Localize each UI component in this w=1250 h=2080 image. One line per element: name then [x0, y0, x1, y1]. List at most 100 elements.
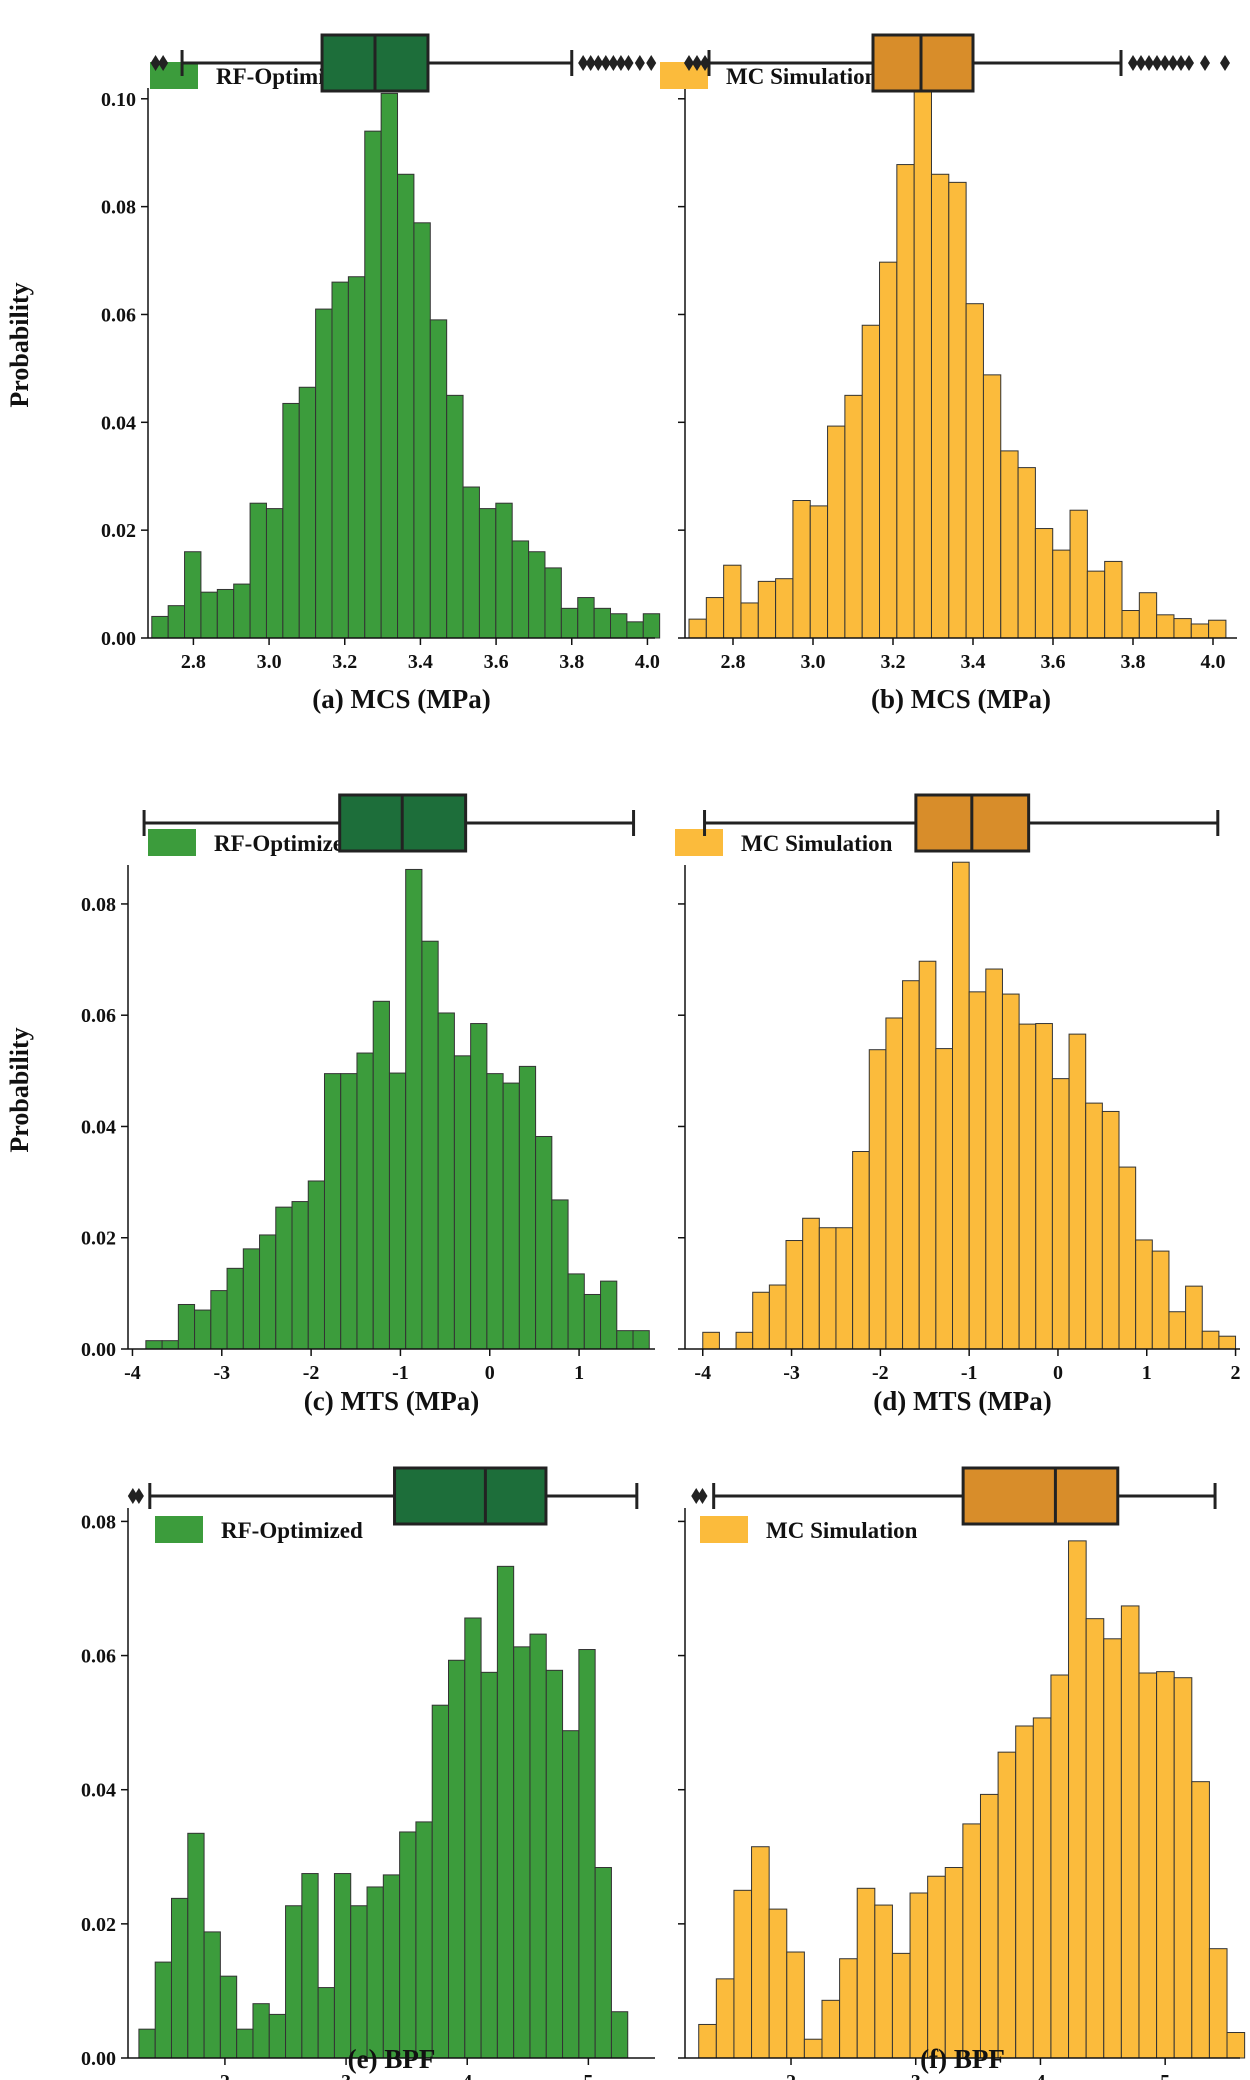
histogram-bar	[315, 308, 333, 639]
panel-b: 2.8 3.0 3.2 3.4 3.6 3.8 4.0 MC Simulation (b) MC…	[660, 33, 1237, 714]
x-tick-label: 3.2	[881, 651, 906, 673]
histogram-bar	[1185, 1285, 1203, 1350]
histogram-bar	[437, 1012, 455, 1350]
histogram-bar	[495, 502, 513, 639]
histogram-bar	[154, 1961, 172, 2059]
outlier-marker	[600, 55, 611, 71]
histogram-bar	[1191, 1781, 1210, 2059]
histogram-bar	[1086, 570, 1106, 639]
histogram-bar	[331, 281, 349, 639]
histogram-bar	[1068, 1540, 1087, 2059]
y-tick-label: 0.04	[81, 1116, 116, 1138]
histogram-bar	[421, 940, 439, 1350]
histogram-bar	[891, 1952, 911, 2059]
histogram-bar	[752, 1291, 770, 1350]
histogram-bar	[545, 1669, 564, 2059]
x-tick-label: 3.0	[257, 651, 282, 673]
histogram-bar	[909, 1892, 929, 2059]
box-plot	[684, 33, 1230, 93]
x-tick-label: -2	[303, 1362, 320, 1384]
histogram-bar	[268, 2013, 287, 2059]
histogram-bar	[216, 588, 235, 639]
histogram-bar	[1173, 1677, 1193, 2059]
histogram-bar	[583, 1293, 602, 1350]
outlier-marker	[634, 55, 645, 71]
y-tick-label: 0.08	[81, 1511, 116, 1533]
histogram-bar	[275, 1206, 293, 1350]
outlier-marker	[697, 1488, 708, 1504]
y-tick-label: 0.06	[81, 1005, 116, 1027]
x-tick-label: 3.4	[408, 651, 433, 673]
histogram-bar	[1018, 1023, 1037, 1350]
box-iqr	[871, 33, 975, 93]
outlier-marker	[700, 55, 710, 71]
histogram-bar	[809, 505, 829, 639]
x-tick-label: -2	[872, 1362, 889, 1384]
x-tick-label: 3.4	[961, 651, 986, 673]
histogram-bar	[1118, 1166, 1137, 1350]
x-tick-label: 3.2	[332, 651, 357, 673]
histogram-bar	[291, 1201, 309, 1350]
y-tick-label: 0.10	[101, 89, 136, 111]
outlier-marker	[1128, 55, 1138, 71]
histogram-bar	[632, 1330, 650, 1350]
histogram-bar	[356, 1052, 374, 1350]
histogram-bar	[226, 1267, 244, 1350]
x-tick-label: 3.8	[559, 651, 584, 673]
histogram-bar	[715, 1978, 735, 2059]
x-tick-label: 3.6	[1041, 651, 1066, 673]
x-tick-label: 3	[341, 2071, 351, 2080]
x-tick-label: 2	[786, 2071, 796, 2080]
y-tick-label: 0.00	[101, 628, 136, 650]
histogram-bar	[480, 1671, 498, 2059]
histogram-bar	[856, 1887, 876, 2059]
x-tick-label: 3.6	[484, 651, 509, 673]
histogram-bar	[453, 1055, 472, 1350]
panel-caption: (a) MCS (MPa)	[312, 684, 490, 714]
histogram-bar	[827, 425, 846, 639]
histogram-bar	[350, 1905, 368, 2059]
legend-swatch	[700, 1516, 748, 1543]
histogram-bar	[560, 607, 579, 639]
panel-caption: (f) BPF	[920, 2044, 1005, 2074]
histogram-bar	[366, 1886, 384, 2059]
y-axis-label: Probability	[5, 1027, 34, 1152]
y-tick-label: 0.04	[101, 412, 136, 434]
x-tick-label: -1	[961, 1362, 978, 1384]
panel-a: 0.00 0.02 0.04 0.06 0.08 0.10 2.8 3.0 3.2 3.4 3.6 3…	[5, 33, 661, 714]
histogram-bar	[236, 2028, 254, 2059]
outlier-marker	[1144, 55, 1154, 71]
x-tick-label: 3.0	[801, 651, 826, 673]
histogram-bar	[733, 1889, 753, 2059]
outlier-marker	[646, 55, 657, 71]
y-tick-label: 0.04	[81, 1780, 116, 1802]
histogram-bar	[852, 1151, 870, 1350]
histogram-bar	[593, 607, 611, 639]
histogram-bar	[610, 613, 628, 639]
histogram-bar	[835, 1227, 854, 1350]
outlier-marker	[127, 1488, 138, 1504]
histogram-bar	[347, 276, 366, 639]
histogram-bar	[382, 1874, 401, 2059]
histogram-bar	[1226, 2032, 1246, 2059]
histogram-bar	[786, 1951, 805, 2059]
box-plot	[150, 33, 657, 93]
legend-label: RF-Optimized	[214, 831, 356, 856]
histogram-bar	[298, 386, 317, 639]
histogram-bar	[184, 551, 202, 639]
histogram-bar	[1104, 560, 1123, 639]
histogram-bar	[768, 1284, 787, 1350]
histogram-bar	[1035, 1023, 1053, 1350]
histogram-bar	[578, 1649, 596, 2059]
histogram-bar	[1015, 1725, 1034, 2059]
histogram-bar	[594, 1867, 612, 2059]
histogram-bar	[757, 580, 777, 639]
y-tick-label: 0.08	[101, 197, 136, 219]
histogram-bar	[145, 1340, 163, 1350]
histogram-bar	[446, 394, 464, 639]
histogram-bar	[372, 1000, 390, 1350]
histogram-bar	[518, 1065, 537, 1350]
histogram-bar	[194, 1309, 212, 1350]
histogram-bar	[930, 173, 950, 639]
